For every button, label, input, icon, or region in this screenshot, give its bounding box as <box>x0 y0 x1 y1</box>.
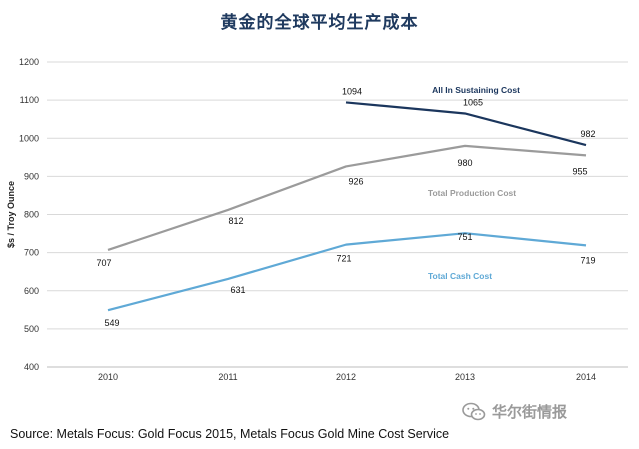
grid-lines <box>47 61 628 330</box>
data-label: 982 <box>580 129 595 139</box>
y-tick-label: 500 <box>24 324 39 334</box>
legend-label: Total Cash Cost <box>428 271 492 281</box>
data-label: 955 <box>572 166 587 176</box>
data-label: 980 <box>457 158 472 168</box>
y-tick-label: 800 <box>24 210 39 220</box>
y-tick-label: 600 <box>24 286 39 296</box>
chart-title: 黄金的全球平均生产成本 <box>220 13 419 33</box>
series-lines <box>107 101 587 312</box>
data-label: 1065 <box>463 97 483 107</box>
wechat-icon <box>462 402 486 420</box>
data-label: 707 <box>96 258 111 268</box>
data-label: 549 <box>104 318 119 328</box>
series-line-total-cash-cost <box>107 232 587 312</box>
x-tick-label: 2010 <box>98 372 118 382</box>
data-label: 631 <box>230 285 245 295</box>
y-tick-label: 700 <box>24 248 39 258</box>
data-label: 751 <box>457 232 472 242</box>
y-tick-label: 1000 <box>19 133 39 143</box>
axes: 400 500 600 700 800 900 1000 1100 1200 2010 2011 20… <box>19 57 628 382</box>
watermark: 华尔街情报 <box>462 401 567 422</box>
data-label: 719 <box>580 255 595 265</box>
y-tick-label: 1100 <box>20 95 39 105</box>
x-tick-label: 2012 <box>336 372 356 382</box>
y-tick-label: 900 <box>24 171 39 181</box>
series-line-all-in-sustaining-cost <box>345 101 587 147</box>
x-tick-label: 2011 <box>218 372 237 382</box>
y-tick-label: 1200 <box>19 57 39 67</box>
data-label: 926 <box>348 176 363 186</box>
legend-label: Total Production Cost <box>428 188 516 198</box>
legend-label: All In Sustaining Cost <box>432 85 520 95</box>
y-tick-label: 400 <box>24 362 39 372</box>
source-note: Source: Metals Focus: Gold Focus 2015, M… <box>10 427 450 441</box>
data-label: 812 <box>228 216 243 226</box>
x-tick-label: 2014 <box>576 372 596 382</box>
y-axis-title: $s / Troy Ounce <box>6 181 16 248</box>
data-labels: 1094 1065 982 All In Sustaining Cost 707 812 9… <box>96 85 595 328</box>
watermark-text: 华尔街情报 <box>492 403 568 421</box>
series-line-total-production-cost <box>107 144 587 251</box>
x-tick-label: 2013 <box>455 372 475 382</box>
data-label: 1094 <box>342 86 362 96</box>
data-label: 721 <box>336 254 351 264</box>
